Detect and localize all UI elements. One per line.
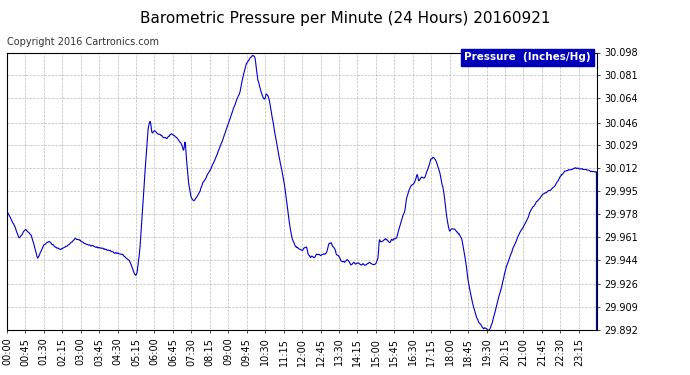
Text: Barometric Pressure per Minute (24 Hours) 20160921: Barometric Pressure per Minute (24 Hours… — [140, 11, 550, 26]
Text: Pressure  (Inches/Hg): Pressure (Inches/Hg) — [464, 53, 591, 63]
Text: Copyright 2016 Cartronics.com: Copyright 2016 Cartronics.com — [7, 37, 159, 47]
